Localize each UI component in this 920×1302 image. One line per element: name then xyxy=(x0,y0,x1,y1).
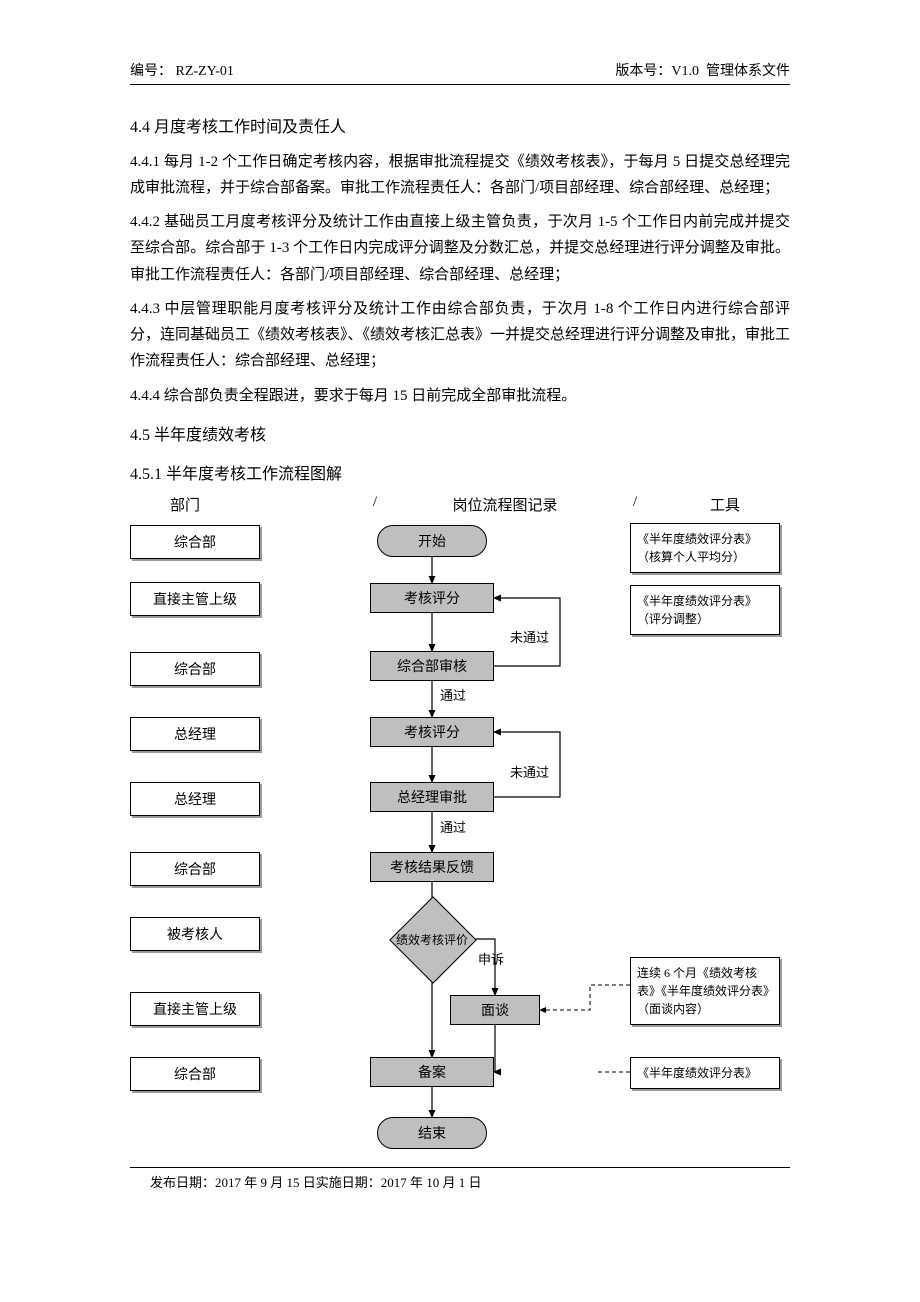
col-flow: 岗位流程图记录 xyxy=(400,494,610,515)
page: 编号： RZ-ZY-01 版本号：V1.0 管理体系文件 4.4 月度考核工作时… xyxy=(0,0,920,1231)
dept-box: 综合部 xyxy=(130,652,260,686)
edge-label-fail: 未通过 xyxy=(510,627,549,646)
col-sep-1: / xyxy=(350,494,400,515)
flow-node: 备案 xyxy=(370,1057,494,1087)
tool-line: 《半年度绩效评分表》 xyxy=(637,530,773,548)
publish-date: 2017 年 9 月 15 日 xyxy=(215,1175,316,1190)
flowchart: 综合部 直接主管上级 综合部 总经理 总经理 综合部 被考核人 直接主管上级 综… xyxy=(130,517,790,1168)
page-header: 编号： RZ-ZY-01 版本号：V1.0 管理体系文件 xyxy=(130,60,790,85)
effective-label: 实施日期： xyxy=(316,1175,381,1190)
dept-box: 总经理 xyxy=(130,717,260,751)
col-dept: 部门 xyxy=(130,494,350,515)
tool-line: 连续 6 个月《绩效考核表》《半年度绩效评分表》（面谈内容） xyxy=(637,964,773,1018)
tool-line: 《半年度绩效评分表》 xyxy=(637,1064,773,1082)
flow-node: 考核评分 xyxy=(370,583,494,613)
publish-label: 发布日期： xyxy=(150,1175,215,1190)
version-label: 版本号： xyxy=(615,64,671,79)
flow-end: 结束 xyxy=(377,1117,487,1149)
flow-node: 总经理审批 xyxy=(370,782,494,812)
dept-box: 直接主管上级 xyxy=(130,582,260,616)
para-4-4-4: 4.4.4 综合部负责全程跟进，要求于每月 15 日前完成全部审批流程。 xyxy=(130,383,790,409)
section-4-5: 4.5 半年度绩效考核 xyxy=(130,423,790,449)
page-footer: 发布日期：2017 年 9 月 15 日实施日期：2017 年 10 月 1 日 xyxy=(150,1168,790,1191)
doc-id: 编号： RZ-ZY-01 xyxy=(130,60,234,80)
doc-id-label: 编号： xyxy=(130,64,172,79)
section-4-5-1: 4.5.1 半年度考核工作流程图解 xyxy=(130,462,790,488)
dept-box: 被考核人 xyxy=(130,917,260,951)
flow-decision-label: 绩效考核评价 xyxy=(382,931,482,948)
tool-box: 《半年度绩效评分表》 xyxy=(630,1057,780,1089)
edge-label-pass: 通过 xyxy=(440,817,466,836)
dept-box: 综合部 xyxy=(130,525,260,559)
para-4-4-3: 4.4.3 中层管理职能月度考核评分及统计工作由综合部负责，于次月 1-8 个工… xyxy=(130,296,790,375)
flow-node: 综合部审核 xyxy=(370,651,494,681)
flow-node: 考核评分 xyxy=(370,717,494,747)
effective-date: 2017 年 10 月 1 日 xyxy=(381,1175,482,1190)
dept-box: 总经理 xyxy=(130,782,260,816)
tool-box: 《半年度绩效评分表》 （评分调整） xyxy=(630,585,780,635)
tool-line: 《半年度绩效评分表》 xyxy=(637,592,773,610)
dept-box: 综合部 xyxy=(130,852,260,886)
doc-type: 管理体系文件 xyxy=(706,64,790,79)
tool-box: 《半年度绩效评分表》 （核算个人平均分） xyxy=(630,523,780,573)
version-value: V1.0 xyxy=(671,64,699,79)
edge-label-fail: 未通过 xyxy=(510,762,549,781)
doc-id-value: RZ-ZY-01 xyxy=(176,64,234,79)
flow-start: 开始 xyxy=(377,525,487,557)
flow-node: 考核结果反馈 xyxy=(370,852,494,882)
tool-line: （核算个人平均分） xyxy=(637,548,773,566)
section-4-4: 4.4 月度考核工作时间及责任人 xyxy=(130,115,790,141)
col-tools: 工具 xyxy=(660,494,790,515)
col-sep-2: / xyxy=(610,494,660,515)
flow-node: 面谈 xyxy=(450,995,540,1025)
para-4-4-1: 4.4.1 每月 1-2 个工作日确定考核内容，根据审批流程提交《绩效考核表》，… xyxy=(130,149,790,202)
para-4-4-2: 4.4.2 基础员工月度考核评分及统计工作由直接上级主管负责，于次月 1-5 个… xyxy=(130,209,790,288)
dept-box: 综合部 xyxy=(130,1057,260,1091)
edge-label-appeal: 申诉 xyxy=(478,949,504,968)
doc-version: 版本号：V1.0 管理体系文件 xyxy=(615,60,790,80)
tool-line: （评分调整） xyxy=(637,610,773,628)
dept-box: 直接主管上级 xyxy=(130,992,260,1026)
diagram-column-headers: 部门 / 岗位流程图记录 / 工具 xyxy=(130,494,790,515)
tool-box: 连续 6 个月《绩效考核表》《半年度绩效评分表》（面谈内容） xyxy=(630,957,780,1025)
edge-label-pass: 通过 xyxy=(440,685,466,704)
